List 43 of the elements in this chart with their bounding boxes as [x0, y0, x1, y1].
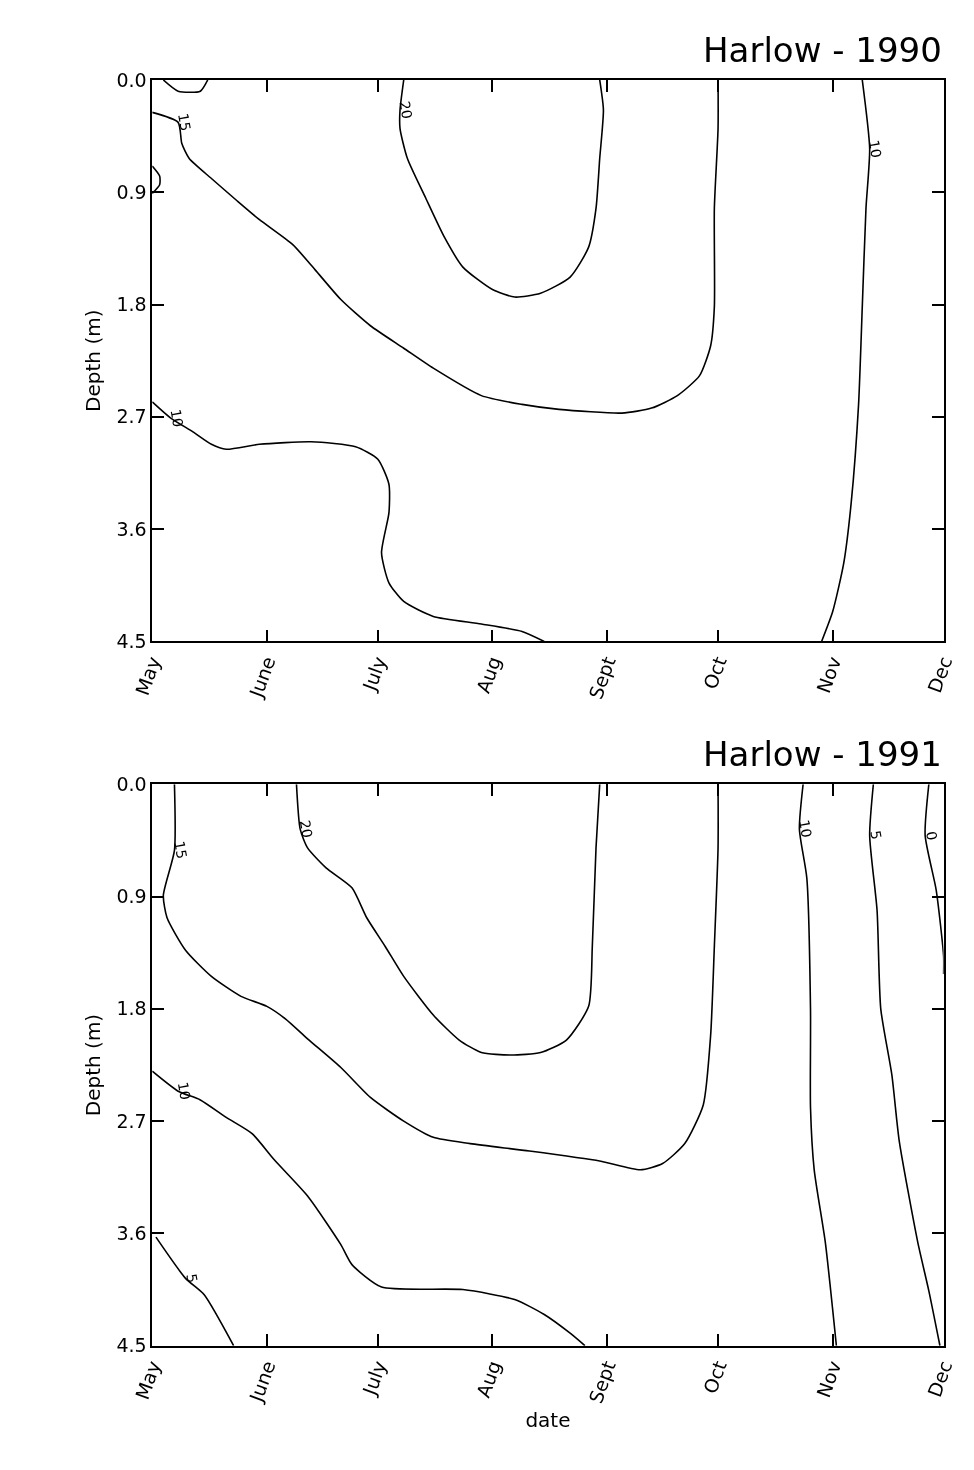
x-tick-label: Dec	[923, 1357, 957, 1400]
x-tick-label: Sept	[584, 1357, 620, 1407]
y-tick-label: 0.9	[116, 180, 147, 203]
x-tick-label: May	[130, 653, 165, 698]
y-axis-title: Depth (m)	[81, 309, 106, 412]
x-tick-label: Nov	[812, 1357, 846, 1401]
x-tick-label: June	[244, 653, 280, 701]
x-tick-label: Nov	[812, 653, 846, 696]
text: 5	[183, 1272, 201, 1284]
text: 10	[174, 1080, 194, 1102]
y-tick-label: 2.7	[116, 1109, 147, 1132]
text: 0	[922, 829, 941, 842]
text: 20	[296, 818, 316, 840]
x-tick-label: May	[130, 1357, 165, 1403]
y-tick-label: 1.8	[116, 293, 147, 316]
x-tick-label: Dec	[923, 653, 957, 696]
y-tick-label: 3.6	[116, 1222, 147, 1245]
x-tick-label: Oct	[698, 1357, 731, 1397]
y-tick-label: 0.0	[116, 68, 147, 91]
x-tick-label: June	[244, 1357, 280, 1406]
y-tick-label: 4.5	[116, 630, 147, 653]
x-tick-label: Aug	[471, 653, 506, 696]
x-tick-label: Sept	[584, 653, 620, 702]
x-tick-label: Oct	[698, 653, 731, 692]
y-tick-label: 1.8	[116, 997, 147, 1020]
y-axis-title: Depth (m)	[81, 1013, 106, 1117]
chart-title: Harlow - 1990	[703, 30, 942, 70]
y-tick-label: 0.0	[116, 772, 147, 795]
text: 15	[175, 111, 194, 133]
text: 10	[865, 138, 885, 160]
x-tick-label: July	[357, 653, 391, 695]
text: 10	[167, 408, 187, 429]
y-tick-label: 4.5	[116, 1334, 147, 1357]
text: 10	[796, 818, 815, 839]
text: 5	[867, 829, 885, 841]
y-tick-label: 2.7	[116, 405, 147, 428]
x-axis-title: date	[525, 1408, 571, 1433]
x-tick-label: Aug	[471, 1357, 506, 1401]
chart-title: Harlow - 1991	[703, 734, 942, 774]
x-tick-label: July	[357, 1357, 391, 1399]
text: 15	[171, 839, 191, 860]
y-tick-label: 3.6	[116, 517, 147, 540]
y-tick-label: 0.9	[116, 885, 147, 908]
